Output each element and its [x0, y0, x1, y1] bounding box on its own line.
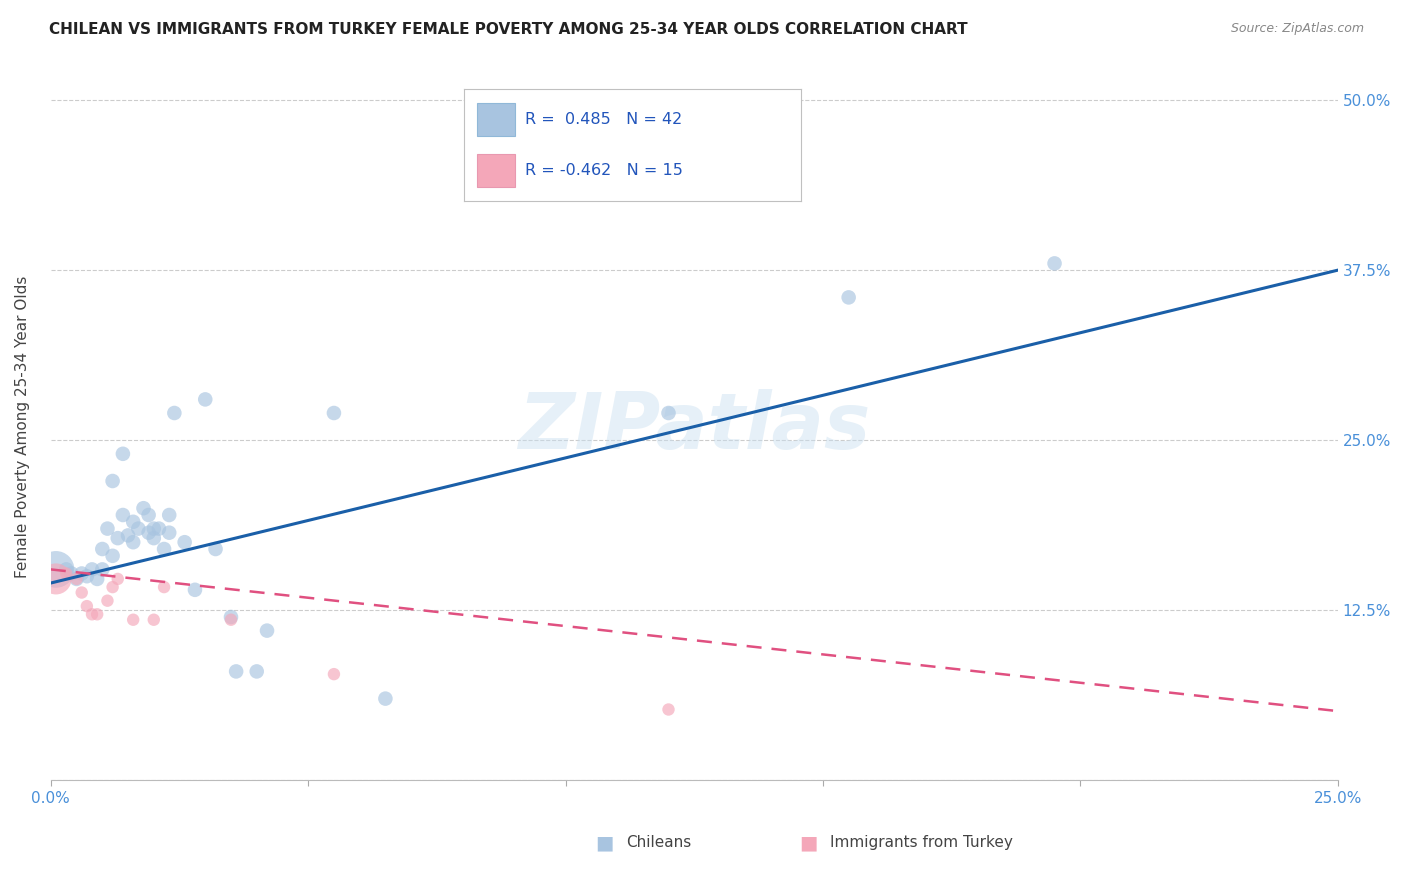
Point	[142, 613, 165, 627]
Point	[173, 535, 195, 549]
Point	[45, 572, 67, 586]
Point	[323, 406, 346, 420]
Point	[838, 290, 860, 304]
Point	[107, 572, 129, 586]
Point	[96, 593, 118, 607]
Point	[204, 541, 226, 556]
Point	[122, 535, 145, 549]
Point	[374, 691, 396, 706]
Text: R = -0.462   N = 15: R = -0.462 N = 15	[524, 163, 682, 178]
Point	[184, 582, 207, 597]
Point	[107, 531, 129, 545]
Point	[111, 508, 134, 522]
Point	[157, 508, 180, 522]
Point	[101, 580, 124, 594]
Point	[148, 522, 170, 536]
Point	[76, 599, 98, 614]
Point	[132, 501, 155, 516]
Point	[1043, 256, 1066, 270]
Point	[96, 522, 118, 536]
FancyBboxPatch shape	[478, 153, 515, 187]
Point	[153, 541, 176, 556]
Point	[153, 580, 176, 594]
Point	[91, 562, 114, 576]
Text: R =  0.485   N = 42: R = 0.485 N = 42	[524, 112, 682, 127]
FancyBboxPatch shape	[478, 103, 515, 136]
Point	[323, 667, 346, 681]
Point	[219, 610, 242, 624]
Point	[86, 572, 108, 586]
Point	[142, 522, 165, 536]
Point	[117, 528, 139, 542]
Point	[138, 525, 160, 540]
Point	[55, 566, 77, 581]
Text: ■: ■	[595, 833, 614, 853]
Point	[80, 562, 103, 576]
Text: Chileans: Chileans	[626, 836, 690, 850]
Point	[657, 406, 679, 420]
Point	[76, 569, 98, 583]
Point	[101, 549, 124, 563]
Point	[194, 392, 217, 407]
Point	[91, 541, 114, 556]
Text: ZIPatlas: ZIPatlas	[519, 389, 870, 465]
Y-axis label: Female Poverty Among 25-34 Year Olds: Female Poverty Among 25-34 Year Olds	[15, 276, 30, 578]
Point	[45, 562, 67, 576]
Point	[80, 607, 103, 622]
Point	[219, 613, 242, 627]
Text: Immigrants from Turkey: Immigrants from Turkey	[830, 836, 1012, 850]
Text: CHILEAN VS IMMIGRANTS FROM TURKEY FEMALE POVERTY AMONG 25-34 YEAR OLDS CORRELATI: CHILEAN VS IMMIGRANTS FROM TURKEY FEMALE…	[49, 22, 967, 37]
Point	[111, 447, 134, 461]
Point	[122, 613, 145, 627]
Point	[657, 702, 679, 716]
Point	[122, 515, 145, 529]
Point	[138, 508, 160, 522]
Point	[163, 406, 186, 420]
Point	[65, 572, 87, 586]
Point	[127, 522, 149, 536]
Text: ■: ■	[799, 833, 818, 853]
Point	[55, 562, 77, 576]
Point	[70, 585, 93, 599]
Point	[246, 665, 269, 679]
Point	[142, 531, 165, 545]
Point	[157, 525, 180, 540]
Point	[65, 572, 87, 586]
Point	[225, 665, 247, 679]
Text: Source: ZipAtlas.com: Source: ZipAtlas.com	[1230, 22, 1364, 36]
Point	[256, 624, 278, 638]
Point	[101, 474, 124, 488]
Point	[60, 566, 83, 581]
Point	[70, 566, 93, 581]
Point	[86, 607, 108, 622]
